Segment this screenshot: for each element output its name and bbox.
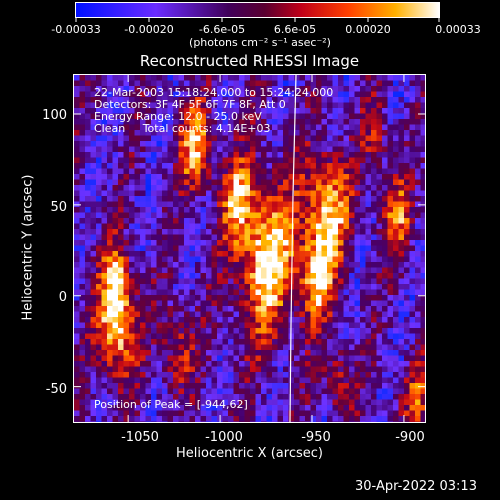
colorbar-tick-label: 0.00033: [435, 23, 481, 36]
y-tick-label: 50: [50, 200, 67, 215]
colorbar-ticks: [75, 18, 440, 22]
colorbar-tick-label: -0.00033: [51, 23, 101, 36]
x-tick-label: -900: [395, 430, 425, 445]
plot-title: Reconstructed RHESSI Image: [139, 52, 360, 70]
y-axis-label: Heliocentric Y (arcsec): [20, 174, 36, 321]
colorbar-tick-label: -6.6e-05: [198, 23, 246, 36]
colorbar-tick-label: -0.00020: [124, 23, 174, 36]
x-tick-label: -1050: [121, 430, 159, 445]
y-tick-label: 100: [42, 108, 67, 123]
peak-position-label: Position of Peak = [-944,62]: [94, 398, 248, 411]
colorbar: [75, 2, 440, 18]
colorbar-tick-label: 0.00020: [345, 23, 391, 36]
x-tick-label: -950: [301, 430, 331, 445]
x-axis-label: Heliocentric X (arcsec): [176, 446, 323, 461]
heatmap-image: [74, 75, 425, 422]
info-energy-range: Energy Range: 12.0 - 25.0 keV: [94, 110, 262, 123]
image-plot: 22-Mar-2003 15:18:24.000 to 15:24:24.000…: [73, 74, 426, 423]
y-tick-label: -50: [45, 382, 67, 397]
timestamp: 30-Apr-2022 03:13: [355, 479, 477, 494]
observation-info: 22-Mar-2003 15:18:24.000 to 15:24:24.000…: [94, 87, 333, 135]
info-time-range: 22-Mar-2003 15:18:24.000 to 15:24:24.000: [94, 86, 334, 99]
solar-limb: [289, 75, 297, 422]
info-clean-counts: Clean Total counts: 4.14E+03: [94, 122, 271, 135]
colorbar-tick-label: 6.6e-05: [273, 23, 317, 36]
colorbar-units-label: (photons cm⁻² s⁻¹ asec⁻²): [189, 36, 331, 49]
x-tick-label: -1000: [205, 430, 243, 445]
colorbar-gradient: [76, 3, 439, 17]
y-tick-label: 0: [58, 290, 67, 305]
solar-limb-line: [289, 75, 297, 422]
info-detectors: Detectors: 3F 4F 5F 6F 7F 8F, Att 0: [94, 98, 286, 111]
